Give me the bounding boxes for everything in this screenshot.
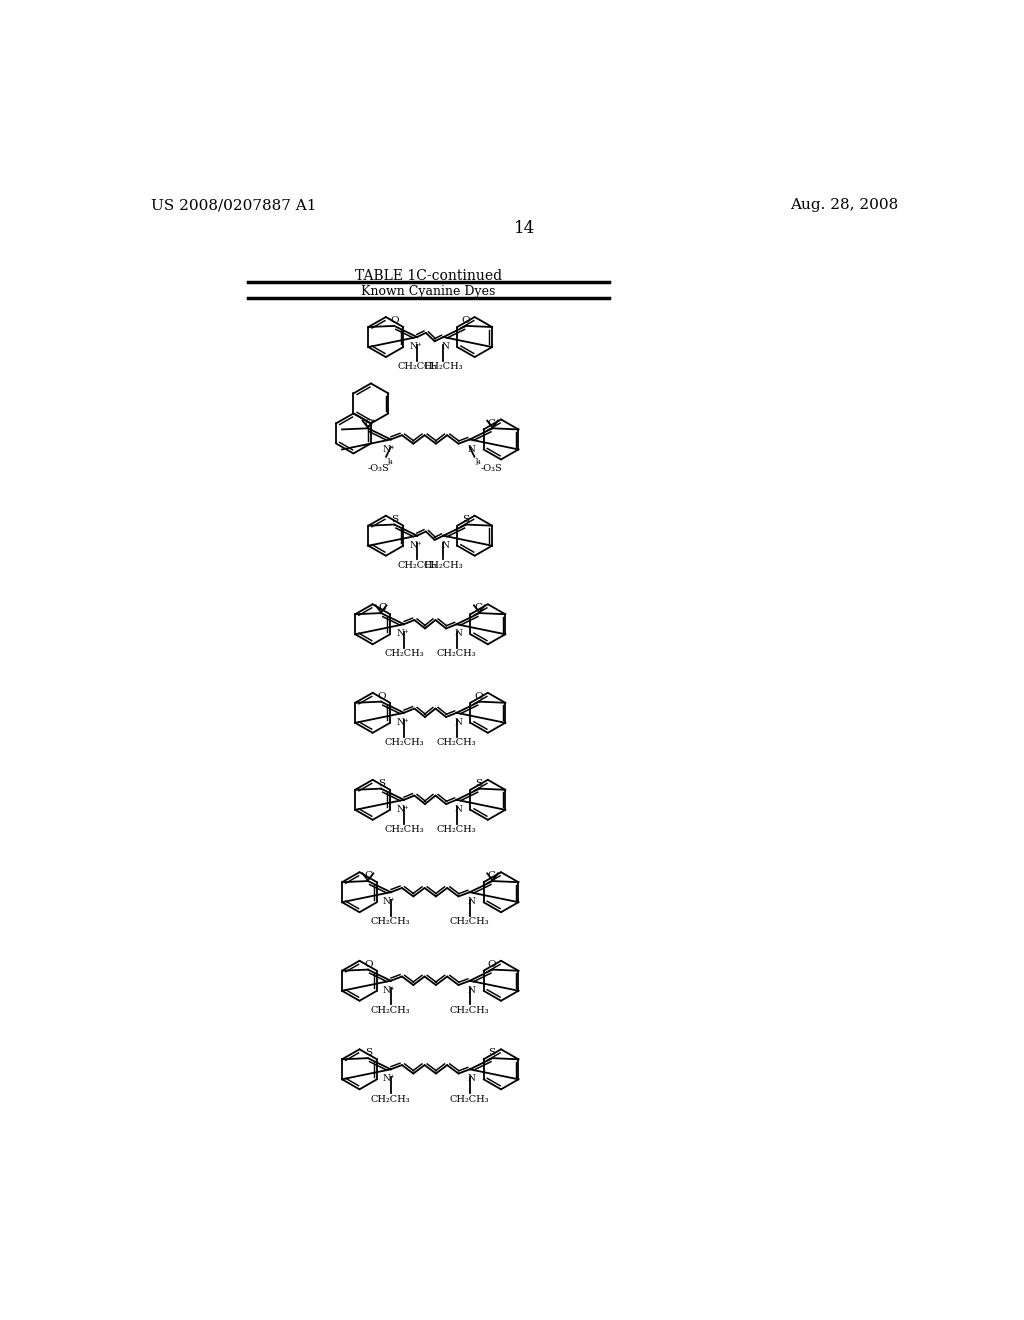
Text: N⁺: N⁺ xyxy=(383,1074,395,1084)
Text: N: N xyxy=(455,630,462,639)
Text: ]₄: ]₄ xyxy=(386,457,392,465)
Text: TABLE 1C-continued: TABLE 1C-continued xyxy=(354,268,502,282)
Text: 14: 14 xyxy=(514,220,536,238)
Text: CH₂CH₃: CH₂CH₃ xyxy=(437,738,476,747)
Text: S: S xyxy=(475,779,482,788)
Text: N⁺: N⁺ xyxy=(410,541,422,550)
Text: Aug. 28, 2008: Aug. 28, 2008 xyxy=(791,198,898,213)
Text: -O₃S: -O₃S xyxy=(368,463,389,473)
Text: S: S xyxy=(488,1048,496,1057)
Text: O: O xyxy=(365,960,373,969)
Text: CH₂CH₃: CH₂CH₃ xyxy=(450,1006,489,1015)
Text: N: N xyxy=(455,718,462,727)
Text: CH₂CH₃: CH₂CH₃ xyxy=(384,738,424,747)
Text: C: C xyxy=(378,603,386,612)
Text: O: O xyxy=(461,315,470,325)
Text: C: C xyxy=(365,418,373,428)
Text: O: O xyxy=(391,315,399,325)
Text: N: N xyxy=(441,541,449,550)
Text: CH₂CH₃: CH₂CH₃ xyxy=(371,1006,411,1015)
Text: N⁺: N⁺ xyxy=(396,805,409,814)
Text: N⁺: N⁺ xyxy=(396,718,409,727)
Text: O: O xyxy=(474,692,483,701)
Text: C: C xyxy=(365,871,373,880)
Text: S: S xyxy=(366,1048,373,1057)
Text: S: S xyxy=(391,515,398,524)
Text: C: C xyxy=(474,603,482,612)
Text: CH₂CH₃: CH₂CH₃ xyxy=(371,917,411,927)
Text: C: C xyxy=(487,418,496,428)
Text: CH₂CH₃: CH₂CH₃ xyxy=(424,362,463,371)
Text: S: S xyxy=(378,779,385,788)
Text: S: S xyxy=(462,515,469,524)
Text: N: N xyxy=(467,898,475,907)
Text: CH₂CH₃: CH₂CH₃ xyxy=(384,649,424,659)
Text: N: N xyxy=(467,986,475,995)
Text: CH₂CH₃: CH₂CH₃ xyxy=(384,825,424,834)
Text: CH₂CH₃: CH₂CH₃ xyxy=(397,362,437,371)
Text: N: N xyxy=(455,805,462,814)
Text: N: N xyxy=(467,1074,475,1084)
Text: CH₂CH₃: CH₂CH₃ xyxy=(450,917,489,927)
Text: -O₃S: -O₃S xyxy=(480,463,503,473)
Text: N: N xyxy=(441,342,449,351)
Text: CH₂CH₃: CH₂CH₃ xyxy=(397,561,437,570)
Text: O: O xyxy=(487,960,496,969)
Text: N: N xyxy=(467,445,475,454)
Text: CH₂CH₃: CH₂CH₃ xyxy=(424,561,463,570)
Text: O: O xyxy=(378,692,386,701)
Text: N⁺: N⁺ xyxy=(383,986,395,995)
Text: CH₂CH₃: CH₂CH₃ xyxy=(437,825,476,834)
Text: CH₂CH₃: CH₂CH₃ xyxy=(450,1094,489,1104)
Text: US 2008/0207887 A1: US 2008/0207887 A1 xyxy=(152,198,316,213)
Text: N⁺: N⁺ xyxy=(383,445,395,454)
Text: C: C xyxy=(487,871,496,880)
Text: N⁺: N⁺ xyxy=(396,630,409,639)
Text: CH₂CH₃: CH₂CH₃ xyxy=(437,649,476,659)
Text: CH₂CH₃: CH₂CH₃ xyxy=(371,1094,411,1104)
Text: N⁺: N⁺ xyxy=(383,898,395,907)
Text: N⁺: N⁺ xyxy=(410,342,422,351)
Text: Known Cyanine Dyes: Known Cyanine Dyes xyxy=(361,285,496,298)
Text: ]₄: ]₄ xyxy=(474,457,481,465)
